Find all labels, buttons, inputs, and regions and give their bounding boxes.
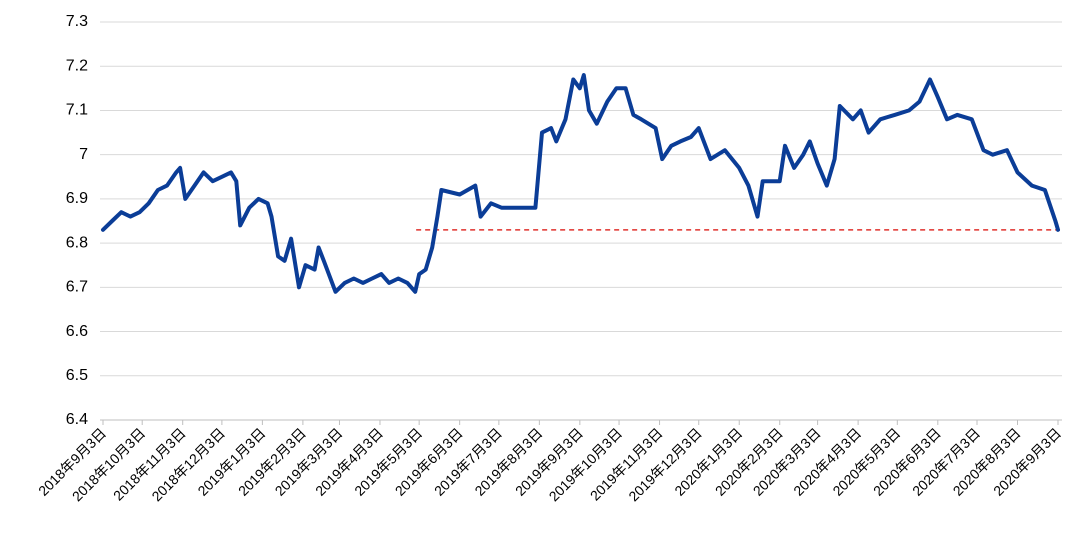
y-tick-label: 6.6 (66, 323, 88, 340)
y-tick-label: 7.3 (66, 13, 88, 30)
y-tick-label: 6.7 (66, 279, 88, 296)
y-tick-label: 6.4 (66, 411, 88, 428)
y-tick-label: 6.8 (66, 234, 88, 251)
x-tick-label: 2020年3月3日 (750, 425, 824, 499)
y-tick-label: 7.2 (66, 57, 88, 74)
y-tick-label: 7.1 (66, 102, 88, 119)
x-tick-label: 2018年9月3日 (35, 425, 109, 499)
y-tick-label: 6.9 (66, 190, 88, 207)
y-tick-label: 7 (79, 146, 88, 163)
y-tick-label: 6.5 (66, 367, 88, 384)
series-line (101, 73, 1060, 294)
